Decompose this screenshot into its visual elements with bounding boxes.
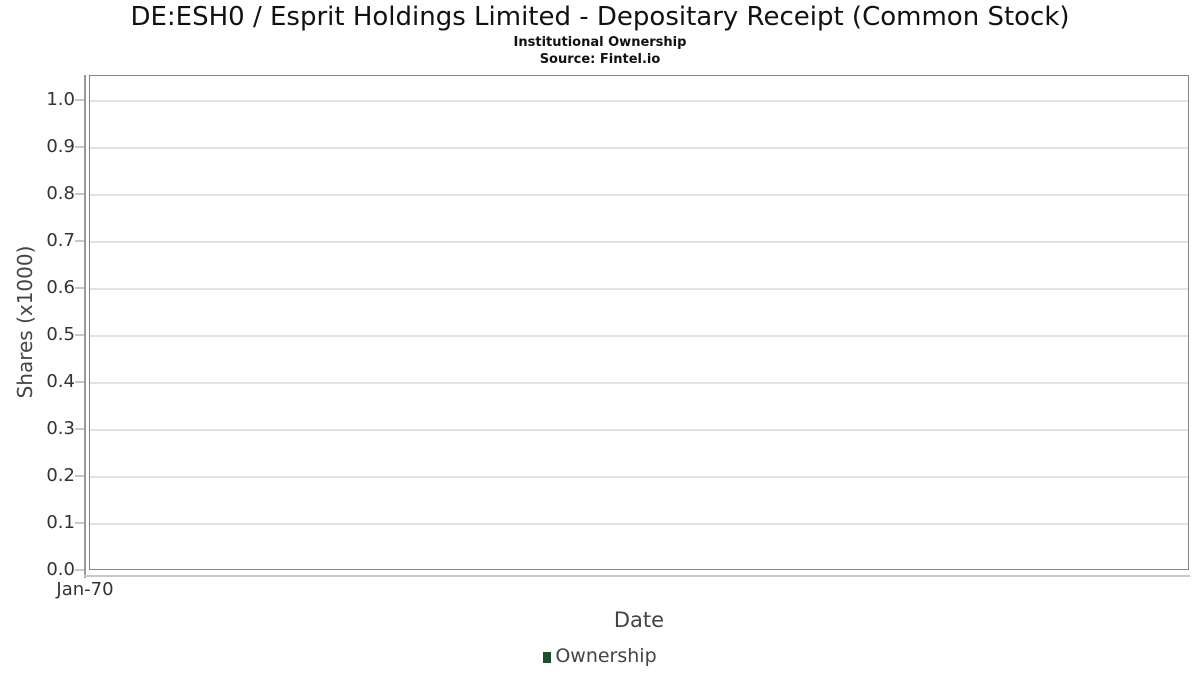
y-tick (75, 193, 84, 195)
y-gridline (90, 382, 1188, 384)
y-tick-label: 0.9 (46, 136, 75, 157)
y-axis-spine (84, 75, 86, 578)
y-tick-label: 0.0 (46, 559, 75, 580)
y-axis-title: Shares (x1000) (13, 245, 37, 399)
y-gridline (90, 100, 1188, 102)
y-tick-label: 1.0 (46, 89, 75, 110)
x-tick-label: Jan-70 (56, 579, 114, 600)
y-gridline (90, 241, 1188, 243)
y-gridline (90, 194, 1188, 196)
y-tick-label: 0.7 (46, 230, 75, 251)
y-tick-label: 0.6 (46, 277, 75, 298)
y-tick-label: 0.4 (46, 371, 75, 392)
x-axis-spine (84, 575, 1190, 577)
y-tick-label: 0.8 (46, 183, 75, 204)
y-gridline (90, 523, 1188, 525)
y-tick (75, 475, 84, 477)
y-gridline (90, 476, 1188, 478)
y-tick-label: 0.1 (46, 512, 75, 533)
y-gridline (90, 147, 1188, 149)
y-tick-label: 0.2 (46, 465, 75, 486)
y-tick (75, 334, 84, 336)
chart-subtitle: Institutional Ownership (513, 35, 687, 50)
y-gridline (90, 335, 1188, 337)
y-tick (75, 522, 84, 524)
y-tick (75, 569, 84, 571)
x-axis-title: Date (613, 608, 665, 632)
y-tick-label: 0.5 (46, 324, 75, 345)
y-gridline (90, 429, 1188, 431)
y-tick (75, 99, 84, 101)
y-gridline (90, 288, 1188, 290)
legend-marker-icon (543, 651, 552, 663)
y-tick (75, 146, 84, 148)
y-tick (75, 240, 84, 242)
legend: Ownership (0, 645, 1200, 667)
chart-title: DE:ESH0 / Esprit Holdings Limited - Depo… (130, 2, 1070, 32)
y-tick-label: 0.3 (46, 418, 75, 439)
y-tick (75, 287, 84, 289)
legend-item-label: Ownership (555, 645, 657, 667)
chart-source-note: Source: Fintel.io (539, 52, 661, 67)
plot-area (89, 75, 1189, 570)
y-tick (75, 428, 84, 430)
y-tick (75, 381, 84, 383)
